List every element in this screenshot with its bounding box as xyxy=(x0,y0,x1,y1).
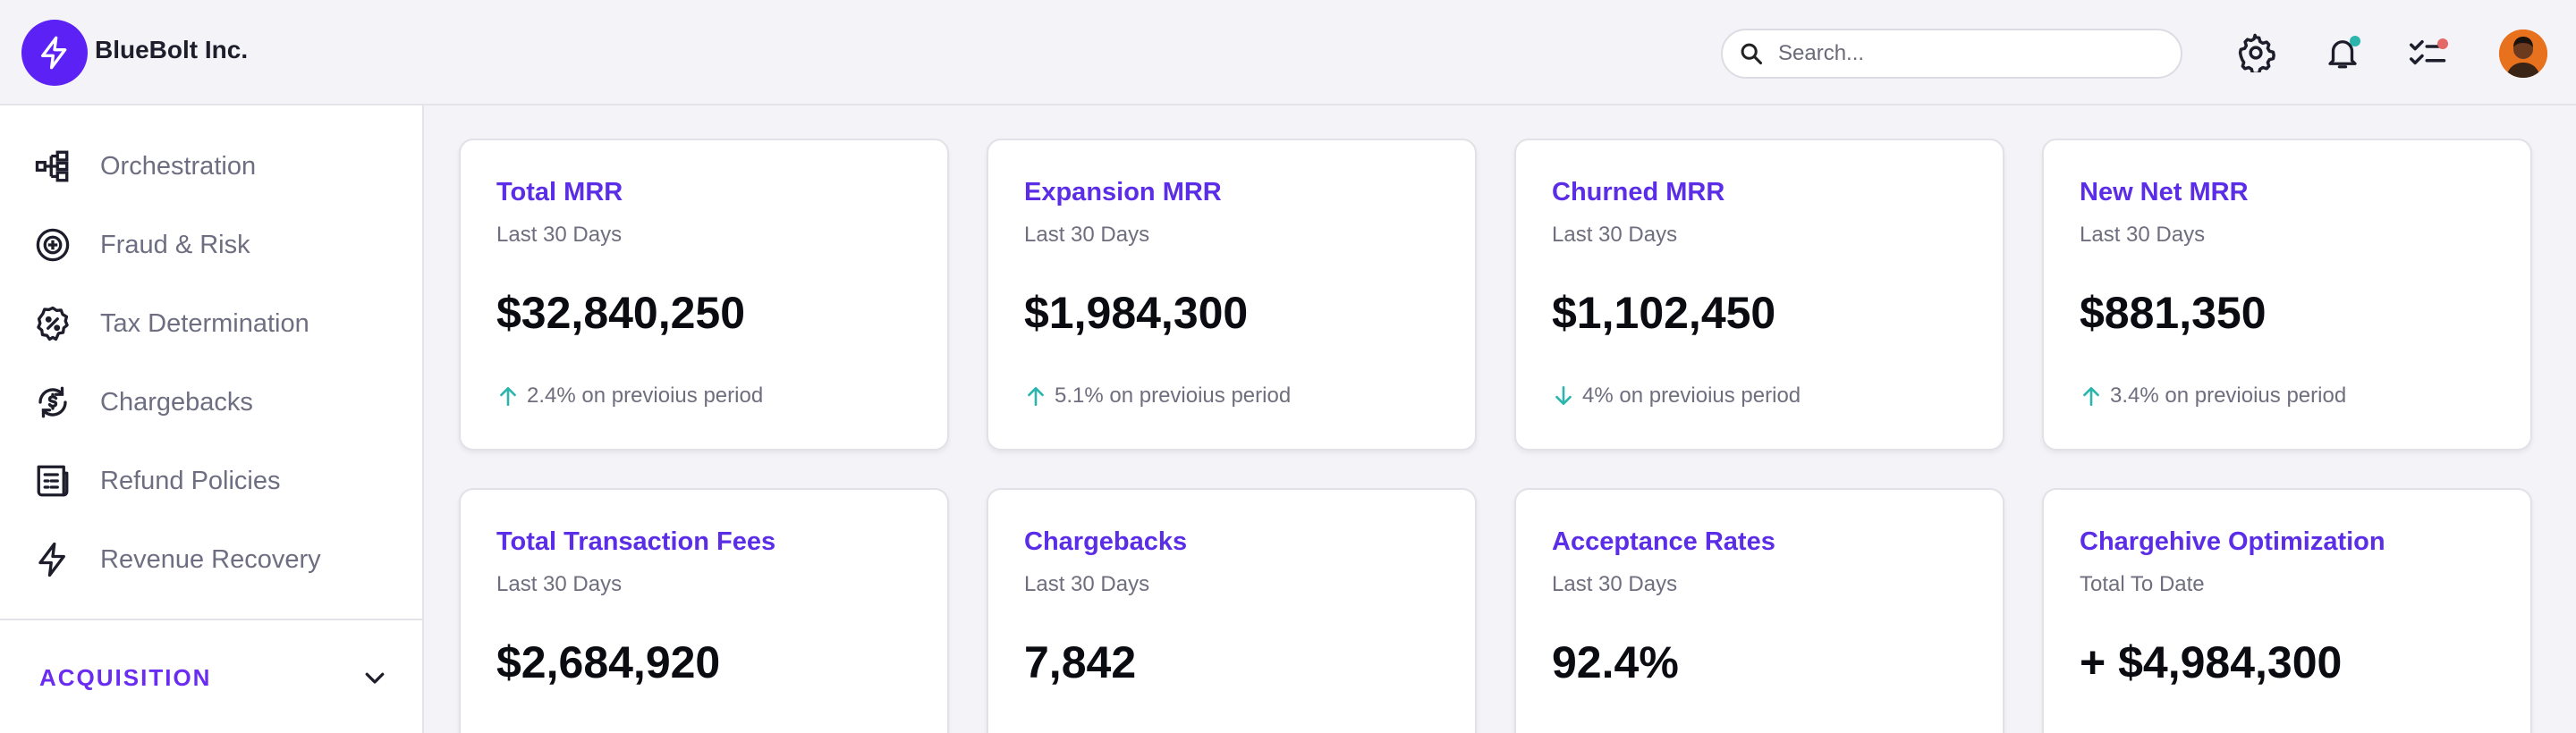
card-subtitle: Last 30 Days xyxy=(1024,572,1150,596)
card-title: Churned MRR xyxy=(1552,178,1725,206)
notification-dot xyxy=(2350,36,2360,46)
sidebar-item-fraud-risk[interactable]: Fraud & Risk xyxy=(0,206,422,284)
card-delta-text: 5.1% on previoius period xyxy=(1055,383,1292,408)
sidebar-item-refund-policies[interactable]: Refund Policies xyxy=(0,442,422,520)
card-subtitle: Total To Date xyxy=(2080,572,2205,596)
card-subtitle: Last 30 Days xyxy=(1552,223,1678,247)
sidebar-item-orchestration[interactable]: Orchestration xyxy=(0,127,422,206)
lightning-icon xyxy=(32,539,73,580)
avatar[interactable] xyxy=(2499,29,2547,78)
sidebar-item-tax-determination[interactable]: Tax Determination xyxy=(0,284,422,363)
card-value: 7,842 xyxy=(1024,637,1137,687)
chevron-down-icon[interactable] xyxy=(361,664,388,691)
metric-card-total-transaction-fees[interactable]: Total Transaction Fees Last 30 Days $2,6… xyxy=(459,488,949,733)
tax-badge-icon xyxy=(32,303,73,344)
sidebar-divider xyxy=(0,619,422,620)
sidebar: Orchestration Fraud & Risk Tax Determina… xyxy=(0,105,424,733)
card-delta: 4% on previoius period xyxy=(1552,383,1801,409)
section-label: ACQUISITION xyxy=(39,663,212,691)
arrow-up-icon xyxy=(496,383,520,409)
sidebar-item-label: Chargebacks xyxy=(100,387,253,417)
card-value: + $4,984,300 xyxy=(2080,637,2343,687)
sidebar-item-label: Orchestration xyxy=(100,151,257,181)
lightning-logo-icon xyxy=(41,36,67,70)
card-delta: 3.4% on previoius period xyxy=(2080,383,2346,409)
sidebar-item-label: Fraud & Risk xyxy=(100,230,250,259)
orchestration-icon xyxy=(32,146,73,187)
card-delta: 5.1% on previoius period xyxy=(1024,383,1291,409)
arrow-down-icon xyxy=(1552,383,1575,409)
card-value: $1,984,300 xyxy=(1024,288,1249,338)
metric-card-chargehive-optimization[interactable]: Chargehive Optimization Total To Date + … xyxy=(2042,488,2532,733)
metric-card-chargebacks[interactable]: Chargebacks Last 30 Days 7,842 xyxy=(987,488,1477,733)
card-title: Total Transaction Fees xyxy=(496,527,776,556)
tasks-checklist-icon[interactable] xyxy=(2404,29,2453,77)
card-value: $2,684,920 xyxy=(496,637,721,687)
card-value: 92.4% xyxy=(1552,637,1679,687)
card-title: Acceptance Rates xyxy=(1552,527,1775,556)
chargeback-refresh-icon xyxy=(32,382,73,423)
sidebar-item-label: Revenue Recovery xyxy=(100,544,321,574)
brand-name: BlueBolt Inc. xyxy=(95,36,249,63)
settings-gear-icon[interactable] xyxy=(2232,29,2280,77)
card-delta-text: 4% on previoius period xyxy=(1582,383,1801,408)
notifications-bell-icon[interactable] xyxy=(2318,29,2367,77)
arrow-up-icon xyxy=(2080,383,2103,409)
search-icon xyxy=(1739,40,1766,67)
card-value: $1,102,450 xyxy=(1552,288,1776,338)
fraud-risk-icon xyxy=(32,224,73,265)
sidebar-item-revenue-recovery[interactable]: Revenue Recovery xyxy=(0,520,422,599)
tasks-dot xyxy=(2437,38,2448,49)
card-title: Expansion MRR xyxy=(1024,178,1222,206)
card-subtitle: Last 30 Days xyxy=(1552,572,1678,596)
search-box[interactable] xyxy=(1721,29,2182,79)
refund-policy-icon xyxy=(32,460,73,501)
card-value: $881,350 xyxy=(2080,288,2267,338)
card-delta-text: 2.4% on previoius period xyxy=(527,383,764,408)
brand-logo[interactable] xyxy=(21,20,88,86)
sidebar-section-acquisition[interactable]: ACQUISITION xyxy=(39,660,388,695)
sidebar-item-label: Refund Policies xyxy=(100,466,281,495)
card-subtitle: Last 30 Days xyxy=(2080,223,2206,247)
card-title: Chargehive Optimization xyxy=(2080,527,2385,556)
search-input[interactable] xyxy=(1776,40,2156,67)
sidebar-item-chargebacks[interactable]: Chargebacks xyxy=(0,363,422,442)
metric-card-churned-mrr[interactable]: Churned MRR Last 30 Days $1,102,450 4% o… xyxy=(1514,139,2004,451)
user-avatar-icon xyxy=(2499,29,2547,78)
card-delta-text: 3.4% on previoius period xyxy=(2110,383,2347,408)
card-subtitle: Last 30 Days xyxy=(496,572,623,596)
metric-card-acceptance-rates[interactable]: Acceptance Rates Last 30 Days 92.4% xyxy=(1514,488,2004,733)
metric-card-new-net-mrr[interactable]: New Net MRR Last 30 Days $881,350 3.4% o… xyxy=(2042,139,2532,451)
card-subtitle: Last 30 Days xyxy=(1024,223,1150,247)
arrow-up-icon xyxy=(1024,383,1047,409)
card-title: New Net MRR xyxy=(2080,178,2249,206)
metric-card-expansion-mrr[interactable]: Expansion MRR Last 30 Days $1,984,300 5.… xyxy=(987,139,1477,451)
card-title: Chargebacks xyxy=(1024,527,1188,556)
card-title: Total MRR xyxy=(496,178,623,206)
metric-card-total-mrr[interactable]: Total MRR Last 30 Days $32,840,250 2.4% … xyxy=(459,139,949,451)
top-header: BlueBolt Inc. xyxy=(0,0,2576,105)
card-delta: 2.4% on previoius period xyxy=(496,383,763,409)
card-value: $32,840,250 xyxy=(496,288,746,338)
sidebar-item-label: Tax Determination xyxy=(100,308,309,338)
card-subtitle: Last 30 Days xyxy=(496,223,623,247)
